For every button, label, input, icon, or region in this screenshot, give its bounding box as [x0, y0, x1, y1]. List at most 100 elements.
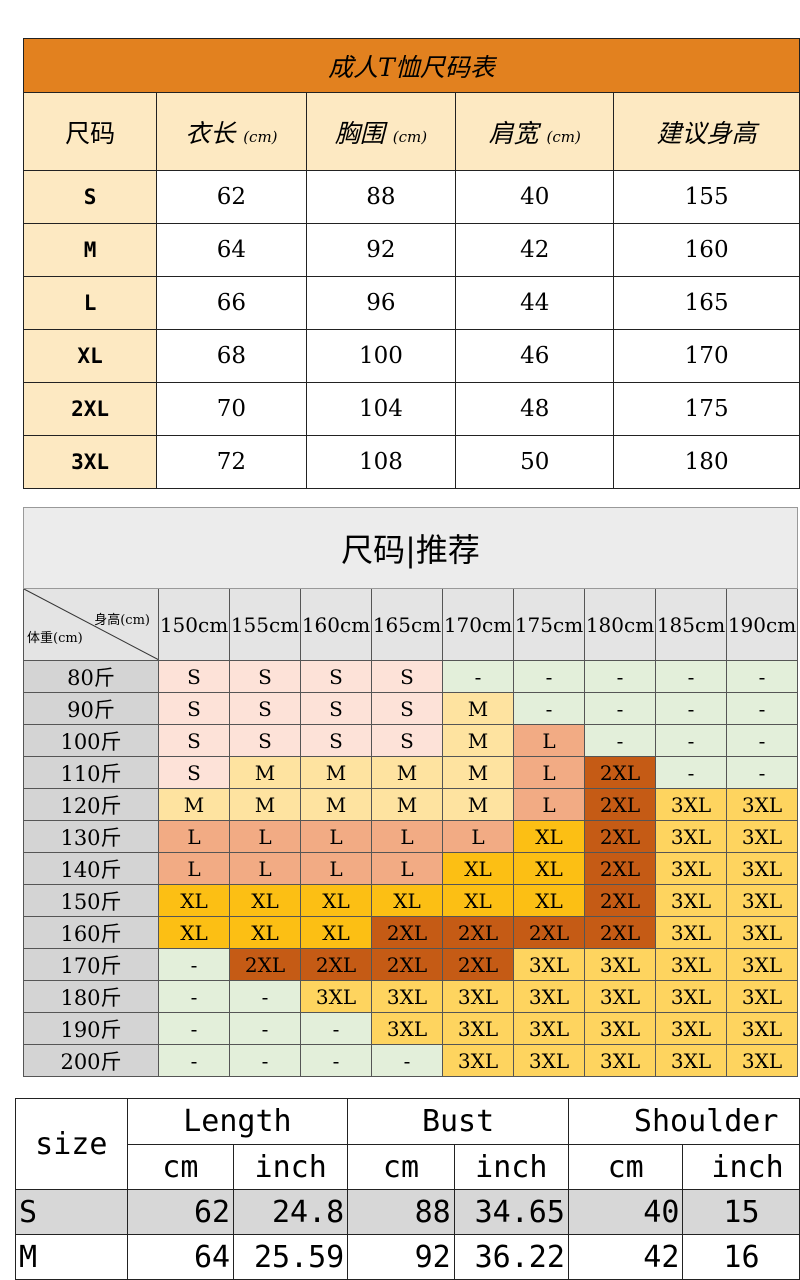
recommended-size-cell: S — [300, 660, 372, 693]
recommended-size-cell: 3XL — [655, 916, 727, 949]
recommended-size-cell: 2XL — [584, 916, 656, 949]
cell-height: 160 — [613, 223, 800, 277]
recommended-size-cell: 3XL — [655, 852, 727, 885]
recommended-size-cell: L — [442, 820, 514, 853]
group-length: Length — [126, 1098, 349, 1145]
recommended-size-cell: - — [584, 724, 656, 757]
cell-shoulder: 50 — [455, 435, 615, 489]
cell-shoulder: 44 — [455, 276, 615, 330]
recommended-size-cell: - — [300, 1044, 372, 1077]
weight-row: 120斤 M M M M M L 2XL 3XL 3XL — [23, 788, 798, 821]
recommended-size-cell: 3XL — [655, 788, 727, 821]
recommended-size-cell: 3XL — [442, 1044, 514, 1077]
cell-height: 165 — [613, 276, 800, 330]
recommended-size-cell: XL — [300, 884, 372, 917]
cell-shoulder: 40 — [455, 170, 615, 224]
unit-inch: inch — [682, 1144, 800, 1190]
recommended-size-cell: 3XL — [513, 980, 585, 1013]
recommended-size-cell: S — [158, 756, 230, 789]
corner-weight-label: 体重(cm) — [27, 631, 83, 646]
recommended-size-cell: S — [371, 724, 443, 757]
diagonal-divider — [24, 589, 158, 660]
recommended-size-cell: - — [158, 948, 230, 981]
recommended-size-cell: 3XL — [726, 980, 798, 1013]
recommended-size-cell: M — [442, 788, 514, 821]
recommendation-title: 尺码|推荐 — [23, 507, 798, 589]
recommended-size-cell: 3XL — [513, 1012, 585, 1045]
size-header: size — [15, 1098, 128, 1190]
recommended-size-cell: L — [229, 820, 301, 853]
recommended-size-cell: 3XL — [726, 916, 798, 949]
weight-label: 130斤 — [23, 820, 159, 853]
cell-size: M — [15, 1234, 128, 1280]
recommended-size-cell: XL — [158, 884, 230, 917]
recommended-size-cell: XL — [300, 916, 372, 949]
recommended-size-cell: L — [158, 852, 230, 885]
recommended-size-cell: - — [229, 980, 301, 1013]
recommended-size-cell: M — [300, 788, 372, 821]
recommended-size-cell: 3XL — [513, 1044, 585, 1077]
weight-row: 140斤 L L L L XL XL 2XL 3XL 3XL — [23, 852, 798, 885]
unit-inch: inch — [233, 1144, 349, 1190]
cell-shoulder: 48 — [455, 382, 615, 436]
header-shoulder: 肩宽 (cm) — [455, 92, 615, 171]
recommended-size-cell: - — [726, 692, 798, 725]
recommended-size-cell: 3XL — [584, 1044, 656, 1077]
cell-size: S — [15, 1189, 128, 1235]
cell-shoulder-in: 16 — [682, 1234, 800, 1280]
weight-label: 80斤 — [23, 660, 159, 693]
recommended-size-cell: 3XL — [655, 1012, 727, 1045]
weight-row: 160斤 XL XL XL 2XL 2XL 2XL 2XL 3XL 3XL — [23, 916, 798, 949]
height-header: 155cm — [229, 588, 301, 661]
recommended-size-cell: M — [442, 724, 514, 757]
recommended-size-cell: - — [726, 756, 798, 789]
recommended-size-cell: M — [229, 788, 301, 821]
weight-row: 100斤 S S S S M L - - - — [23, 724, 798, 757]
cell-height: 155 — [613, 170, 800, 224]
recommended-size-cell: S — [300, 692, 372, 725]
recommended-size-cell: 3XL — [655, 820, 727, 853]
size-chart-row: L 66 96 44 165 — [22, 276, 800, 330]
cell-length: 72 — [156, 435, 307, 489]
weight-label: 120斤 — [23, 788, 159, 821]
cell-size: L — [22, 276, 158, 330]
recommended-size-cell: L — [158, 820, 230, 853]
size-chart-row: 2XL 70 104 48 175 — [22, 382, 800, 436]
recommended-size-cell: 2XL — [229, 948, 301, 981]
cell-bust-cm: 88 — [347, 1189, 455, 1235]
recommended-size-cell: L — [300, 820, 372, 853]
height-header: 185cm — [655, 588, 727, 661]
header-length: 衣长 (cm) — [156, 92, 307, 171]
group-shoulder: Shoulder — [567, 1098, 800, 1145]
recommended-size-cell: S — [229, 724, 301, 757]
cell-height: 180 — [613, 435, 800, 489]
recommended-size-cell: L — [513, 756, 585, 789]
cell-length-in: 25.59 — [233, 1234, 349, 1280]
weight-label: 110斤 — [23, 756, 159, 789]
height-header-row: 身高(cm) 体重(cm) 150cm 155cm 160cm 165cm 170cm 1… — [23, 588, 798, 661]
cell-length: 64 — [156, 223, 307, 277]
recommended-size-cell: - — [655, 692, 727, 725]
recommended-size-cell: 2XL — [442, 948, 514, 981]
recommended-size-cell: 2XL — [584, 788, 656, 821]
weight-row: 90斤 S S S S M - - - - — [23, 692, 798, 725]
size-conversion-table: size Length Bust Shoulder cm inch cm inc… — [15, 1098, 800, 1280]
weight-label: 190斤 — [23, 1012, 159, 1045]
recommended-size-cell: - — [158, 1012, 230, 1045]
recommended-size-cell: 3XL — [655, 948, 727, 981]
recommended-size-cell: 3XL — [726, 1044, 798, 1077]
unit-cm: cm — [567, 1144, 684, 1190]
recommended-size-cell: XL — [371, 884, 443, 917]
recommended-size-cell: 3XL — [655, 980, 727, 1013]
unit-cm: cm — [347, 1144, 455, 1190]
header-bust: 胸围 (cm) — [305, 92, 457, 171]
weight-label: 100斤 — [23, 724, 159, 757]
size-chart-row: 3XL 72 108 50 180 — [22, 435, 800, 489]
recommended-size-cell: - — [726, 724, 798, 757]
header-size: 尺码 — [22, 92, 158, 171]
cell-height: 175 — [613, 382, 800, 436]
cell-length: 62 — [156, 170, 307, 224]
header-recommended-height: 建议身高 — [613, 92, 800, 171]
recommended-size-cell: M — [300, 756, 372, 789]
recommended-size-cell: M — [442, 756, 514, 789]
